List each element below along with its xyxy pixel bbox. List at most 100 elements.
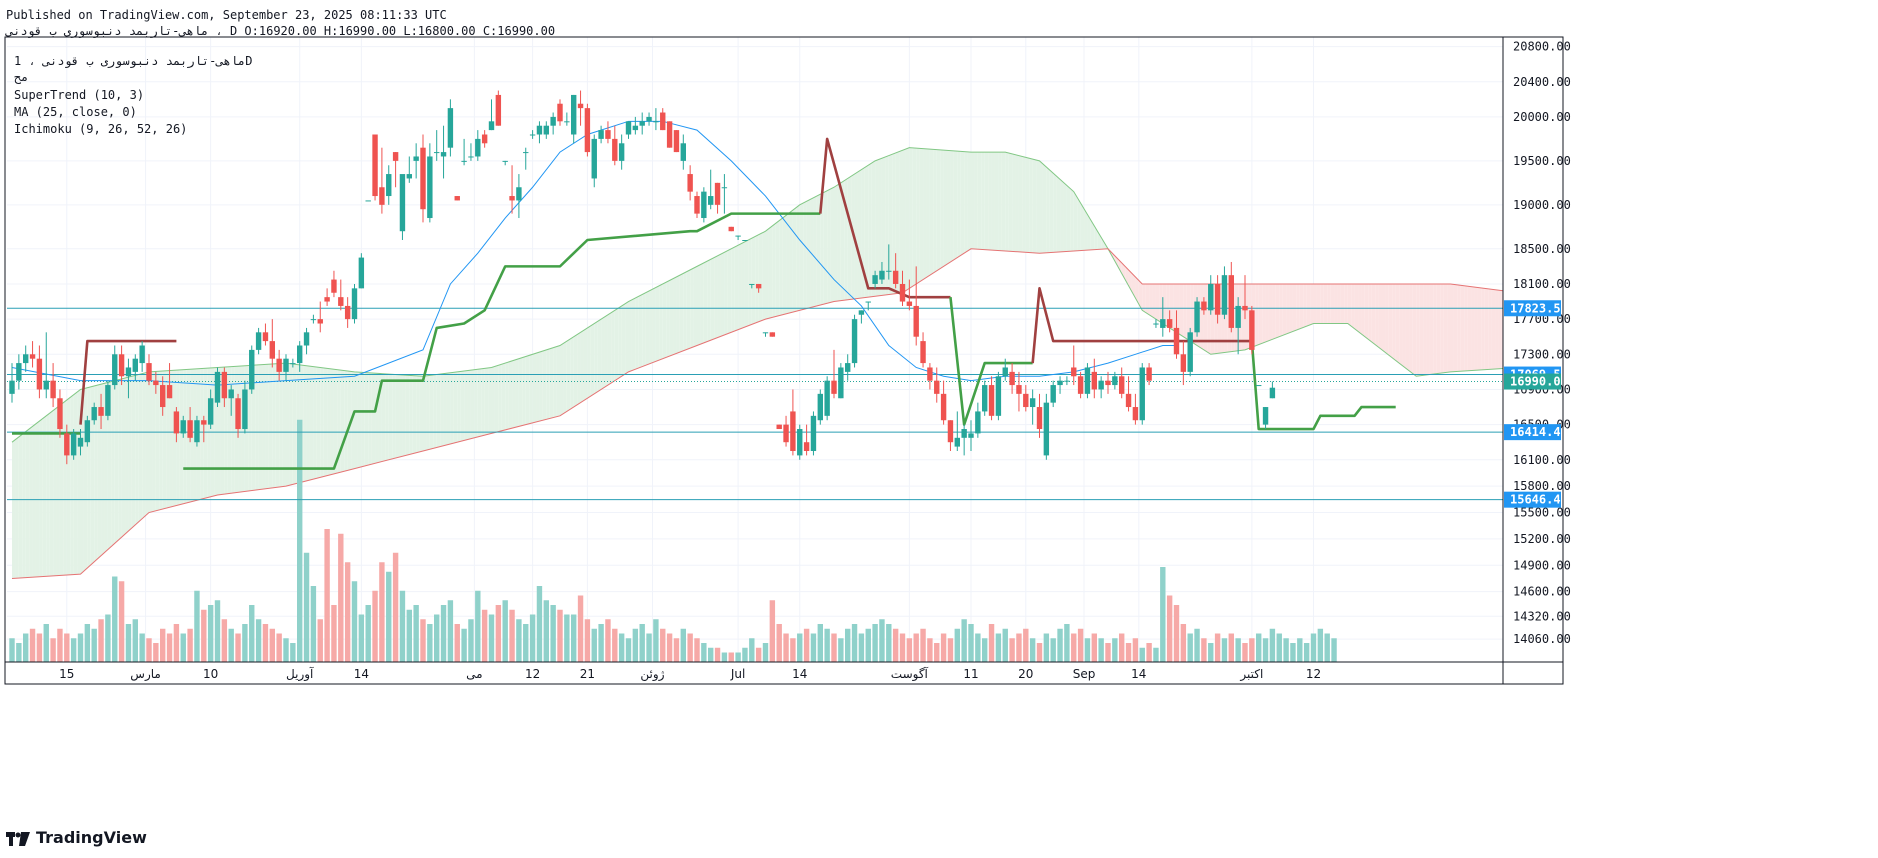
candle[interactable] <box>187 407 193 443</box>
candle[interactable] <box>1166 310 1173 333</box>
candle[interactable] <box>324 288 330 306</box>
candle[interactable] <box>1057 376 1063 394</box>
candle[interactable] <box>1043 393 1050 460</box>
candle[interactable] <box>769 332 776 337</box>
candle[interactable] <box>632 116 639 135</box>
candle[interactable] <box>1064 376 1070 386</box>
candle[interactable] <box>817 389 823 425</box>
candle[interactable] <box>98 393 104 430</box>
candle[interactable] <box>714 182 721 214</box>
candle[interactable] <box>879 261 885 284</box>
candle[interactable] <box>728 226 734 232</box>
candle[interactable] <box>372 134 378 201</box>
candle[interactable] <box>495 90 502 126</box>
candle[interactable] <box>23 345 29 372</box>
candle[interactable] <box>1023 385 1029 412</box>
candle[interactable] <box>1098 376 1104 399</box>
candle[interactable] <box>9 363 15 403</box>
candle[interactable] <box>64 424 70 465</box>
candle[interactable] <box>1187 327 1193 377</box>
candle[interactable] <box>502 160 508 166</box>
candle[interactable] <box>481 130 488 148</box>
candle[interactable] <box>899 270 906 306</box>
candle[interactable] <box>468 143 474 161</box>
candle[interactable] <box>865 301 871 311</box>
candle[interactable] <box>1180 341 1187 386</box>
candle[interactable] <box>666 121 673 148</box>
candle[interactable] <box>297 341 303 372</box>
candle[interactable] <box>338 279 344 311</box>
candle[interactable] <box>831 349 837 399</box>
candle[interactable] <box>783 415 789 447</box>
candle[interactable] <box>742 240 748 241</box>
candle[interactable] <box>1091 358 1097 399</box>
candle[interactable] <box>509 165 515 214</box>
candle[interactable] <box>1036 393 1043 438</box>
candle[interactable] <box>584 103 591 157</box>
candle[interactable] <box>571 94 577 144</box>
candle[interactable] <box>1105 371 1111 394</box>
candle[interactable] <box>803 424 810 456</box>
candle[interactable] <box>892 253 899 289</box>
candle[interactable] <box>392 152 399 188</box>
candle[interactable] <box>406 156 412 183</box>
candle[interactable] <box>262 323 269 346</box>
candle[interactable] <box>166 363 173 399</box>
candle[interactable] <box>427 143 433 223</box>
candle[interactable] <box>701 187 707 223</box>
candle[interactable] <box>1242 275 1248 320</box>
candle[interactable] <box>749 283 755 289</box>
candle[interactable] <box>653 108 659 131</box>
candle[interactable] <box>153 371 159 394</box>
candle[interactable] <box>331 270 337 298</box>
candle[interactable] <box>276 349 282 381</box>
candle[interactable] <box>1269 381 1276 399</box>
candle[interactable] <box>420 134 426 223</box>
candle[interactable] <box>687 165 693 201</box>
candle[interactable] <box>194 415 200 447</box>
candle[interactable] <box>1194 297 1200 337</box>
candle[interactable] <box>1050 380 1056 408</box>
candle[interactable] <box>29 341 36 368</box>
candle[interactable] <box>447 99 454 157</box>
candle[interactable] <box>118 345 125 386</box>
candle[interactable] <box>1009 363 1015 394</box>
candle[interactable] <box>1201 297 1207 315</box>
candle[interactable] <box>180 415 186 438</box>
candle[interactable] <box>228 385 234 416</box>
legend-supertrend[interactable]: SuperTrend (10, 3) <box>14 88 145 102</box>
candle[interactable] <box>351 283 358 324</box>
candle[interactable] <box>708 169 714 210</box>
candle[interactable] <box>1249 305 1255 355</box>
candle[interactable] <box>1173 310 1180 359</box>
candle[interactable] <box>646 112 652 126</box>
candle[interactable] <box>214 367 221 408</box>
candle[interactable] <box>564 112 570 126</box>
candle[interactable] <box>207 389 214 430</box>
candle[interactable] <box>413 143 419 179</box>
candle[interactable] <box>995 371 1002 421</box>
candle[interactable] <box>982 380 988 416</box>
candle[interactable] <box>475 130 481 161</box>
candle[interactable] <box>913 266 919 346</box>
candle[interactable] <box>660 108 666 131</box>
candle[interactable] <box>235 393 241 438</box>
candle[interactable] <box>721 174 728 214</box>
candle[interactable] <box>1146 363 1152 386</box>
candle[interactable] <box>303 327 310 355</box>
candle[interactable] <box>317 301 323 333</box>
candle[interactable] <box>386 165 392 205</box>
candle[interactable] <box>344 297 351 328</box>
candle[interactable] <box>269 319 275 368</box>
candle[interactable] <box>694 191 700 219</box>
candle[interactable] <box>70 429 77 460</box>
candle[interactable] <box>961 424 967 456</box>
candle[interactable] <box>91 402 97 425</box>
candle[interactable] <box>550 112 556 135</box>
candle[interactable] <box>1228 261 1234 333</box>
candle[interactable] <box>365 200 371 202</box>
candle[interactable] <box>557 99 563 126</box>
candle[interactable] <box>790 389 796 456</box>
candle[interactable] <box>851 314 858 368</box>
candle[interactable] <box>399 174 406 240</box>
